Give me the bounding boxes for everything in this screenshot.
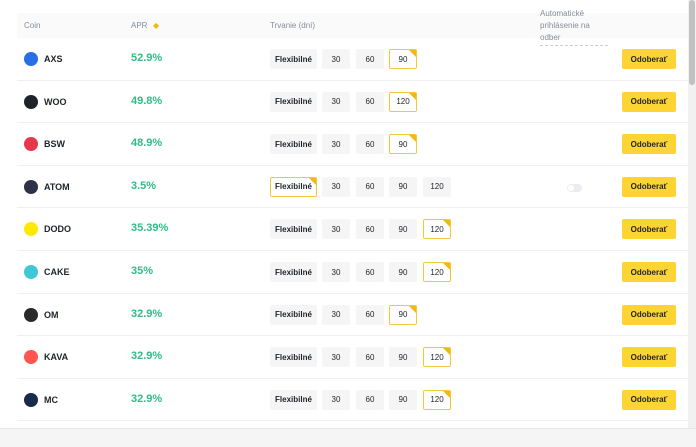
duration-option[interactable]: 60 — [356, 134, 384, 155]
subscribe-button[interactable]: Odoberať — [622, 176, 676, 197]
table-row: WOO 49.8% Flexibilné 30 60 120 Odoberať — [17, 81, 688, 124]
coin-icon — [24, 350, 38, 365]
duration-option[interactable]: 120 — [423, 262, 451, 282]
coin-name: ATOM — [44, 181, 70, 192]
table-row: KAVA 32.9% Flexibilné 30 60 90 120 Odoberať — [17, 336, 688, 379]
duration-option[interactable]: 30 — [322, 134, 350, 155]
duration-option[interactable]: Flexibilné — [270, 304, 317, 325]
apr-value: 49.8% — [131, 94, 163, 107]
apr-value: 32.9% — [131, 350, 163, 363]
subscribe-button[interactable]: Odoberať — [622, 134, 676, 155]
duration-option[interactable]: 30 — [322, 304, 350, 325]
coin-name: CAKE — [44, 267, 70, 277]
coin-icon — [24, 307, 38, 322]
duration-option[interactable]: 120 — [423, 389, 451, 410]
coin-icon — [24, 137, 38, 152]
subscribe-button[interactable]: Odoberať — [622, 347, 676, 368]
duration-option[interactable]: 60 — [356, 176, 384, 197]
duration-option[interactable]: 60 — [356, 304, 384, 325]
scrollbar[interactable] — [688, 0, 696, 430]
coin-icon — [24, 179, 38, 194]
subscribe-button[interactable]: Odoberať — [622, 262, 676, 282]
apr-value: 48.9% — [131, 137, 163, 150]
coin-icon — [24, 265, 38, 279]
apr-value: 35.39% — [131, 222, 169, 235]
duration-option[interactable]: 30 — [322, 91, 350, 112]
subscribe-button[interactable]: Odoberať — [622, 49, 676, 69]
subscribe-button[interactable]: Odoberať — [622, 389, 676, 410]
duration-option[interactable]: Flexibilné — [270, 176, 317, 197]
coin-name: KAVA — [44, 352, 69, 363]
table-row: MC 32.9% Flexibilné 30 60 90 120 Odoberať — [17, 379, 688, 422]
bottom-bar — [0, 428, 696, 447]
duration-option[interactable]: 90 — [389, 389, 417, 410]
duration-option[interactable]: 90 — [389, 219, 417, 240]
duration-option[interactable]: 60 — [356, 347, 384, 368]
duration-option[interactable]: 90 — [389, 134, 417, 155]
coin-icon — [24, 52, 38, 66]
scrollbar-thumb[interactable] — [689, 0, 695, 85]
coin-name: AXS — [44, 54, 63, 64]
subscribe-button[interactable]: Odoberať — [622, 219, 676, 240]
apr-value: 35% — [131, 265, 154, 277]
apr-value: 52.9% — [131, 52, 163, 64]
table-row: ATOM 3.5% Flexibilné 30 60 90 120 Odoberať — [17, 166, 688, 209]
coin-icon — [24, 392, 38, 407]
header-apr[interactable]: APR — [131, 21, 148, 30]
duration-option[interactable]: 60 — [356, 91, 384, 112]
subscribe-button[interactable]: Odoberať — [622, 91, 676, 112]
table-row: OM 32.9% Flexibilné 30 60 90 Odoberať — [17, 294, 688, 337]
duration-option[interactable]: 30 — [322, 49, 350, 69]
duration-option[interactable]: 90 — [389, 49, 417, 69]
table-row: DODO 35.39% Flexibilné 30 60 90 120 Odoberať — [17, 208, 688, 251]
duration-option[interactable]: 90 — [389, 262, 417, 282]
subscribe-button[interactable]: Odoberať — [622, 304, 676, 325]
duration-option[interactable]: Flexibilné — [270, 91, 317, 112]
apr-value: 32.9% — [131, 307, 163, 320]
duration-option[interactable]: Flexibilné — [270, 134, 317, 155]
table-row: AXS 52.9% Flexibilné 30 60 90 Odoberať — [17, 38, 688, 81]
coin-name: DODO — [44, 224, 71, 235]
duration-option[interactable]: 30 — [322, 347, 350, 368]
table-header: Coin APR ◆ Trvanie (dní) — [17, 13, 688, 38]
duration-option[interactable]: 90 — [389, 347, 417, 368]
coin-name: WOO — [44, 96, 67, 107]
coin-name: MC — [44, 394, 58, 405]
coin-name: OM — [44, 309, 59, 320]
duration-option[interactable]: Flexibilné — [270, 219, 317, 240]
duration-option[interactable]: Flexibilné — [270, 347, 317, 368]
table-row: CAKE 35% Flexibilné 30 60 90 120 Odoberať — [17, 251, 688, 294]
header-auto-subscribe: Automatické prihlásenie na odber — [540, 8, 608, 46]
sort-icon[interactable]: ◆ — [153, 21, 160, 30]
header-coin: Coin — [24, 21, 41, 30]
coin-icon — [24, 94, 38, 109]
header-duration: Trvanie (dní) — [270, 21, 316, 30]
duration-option[interactable]: 60 — [356, 262, 384, 282]
duration-option[interactable]: 60 — [356, 389, 384, 410]
duration-option[interactable]: 120 — [389, 91, 417, 112]
duration-option[interactable]: 60 — [356, 49, 384, 69]
duration-option[interactable]: 120 — [423, 176, 451, 197]
duration-option[interactable]: 90 — [389, 304, 417, 325]
table-row: BSW 48.9% Flexibilné 30 60 90 Odoberať — [17, 123, 688, 166]
duration-option[interactable]: 30 — [322, 389, 350, 410]
apr-value: 32.9% — [131, 392, 163, 405]
apr-value: 3.5% — [131, 179, 157, 192]
duration-option[interactable]: Flexibilné — [270, 262, 317, 282]
coin-icon — [24, 222, 38, 237]
duration-option[interactable]: 30 — [322, 262, 350, 282]
duration-option[interactable]: 30 — [322, 176, 350, 197]
duration-option[interactable]: Flexibilné — [270, 389, 317, 410]
duration-option[interactable]: 60 — [356, 219, 384, 240]
coin-name: BSW — [44, 139, 65, 150]
duration-option[interactable]: 30 — [322, 219, 350, 240]
duration-option[interactable]: 120 — [423, 347, 451, 368]
duration-option[interactable]: 90 — [389, 176, 417, 197]
duration-option[interactable]: 120 — [423, 219, 451, 240]
duration-option[interactable]: Flexibilné — [270, 49, 317, 69]
auto-subscribe-toggle[interactable] — [567, 183, 582, 192]
